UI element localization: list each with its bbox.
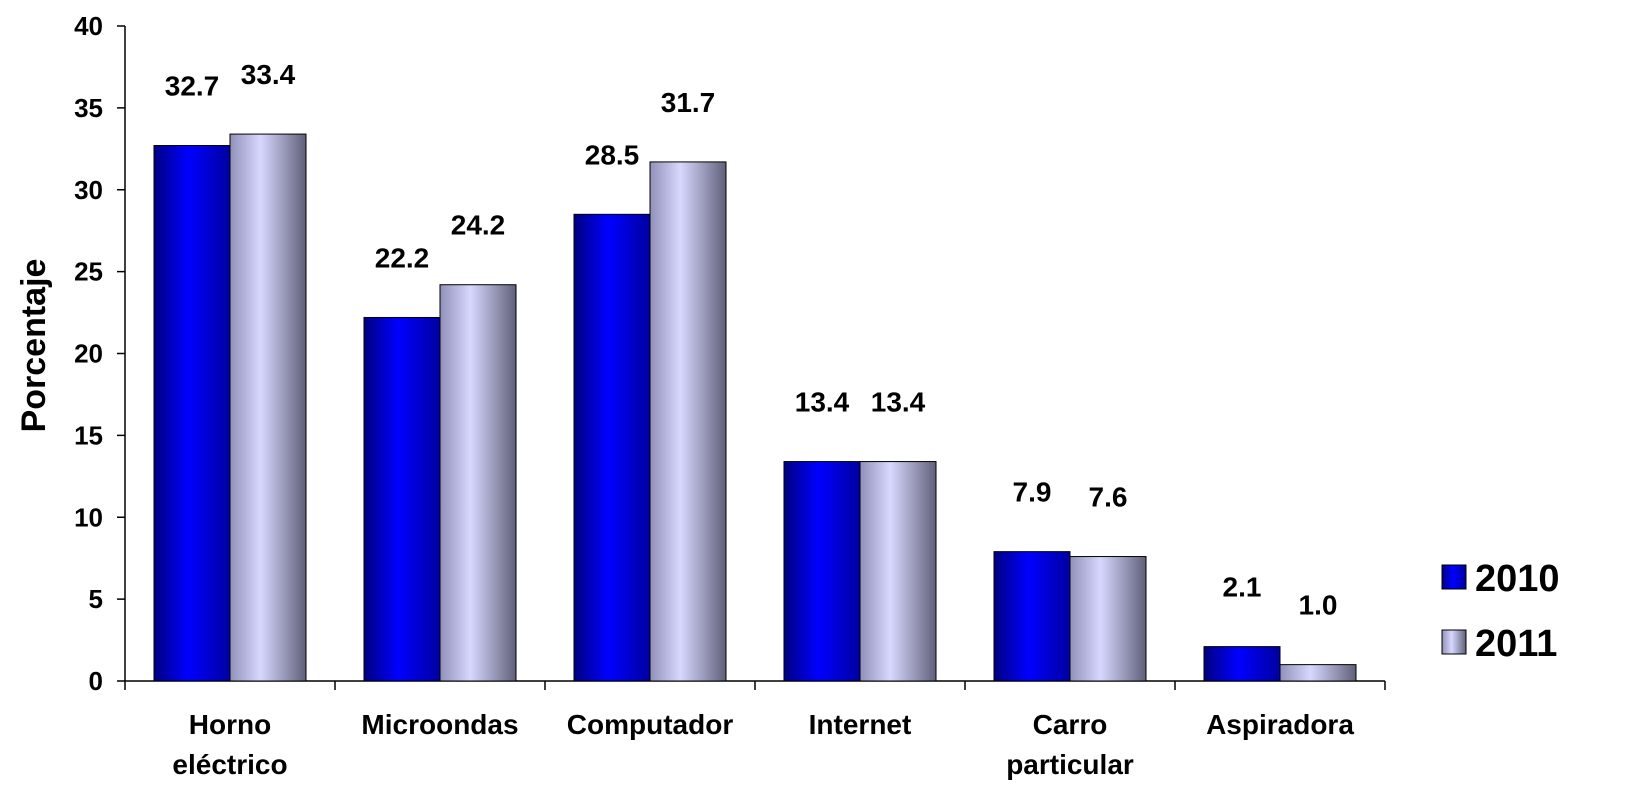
data-label-2011-0: 33.4	[241, 59, 296, 90]
x-tick-label: particular	[1006, 749, 1134, 780]
y-tick-label: 35	[74, 93, 103, 123]
data-label-2010-0: 32.7	[165, 71, 220, 102]
y-tick-label: 25	[74, 257, 103, 287]
legend: 2010 2011	[1441, 558, 1560, 665]
data-label-2011-4: 7.6	[1089, 482, 1128, 513]
data-label-2010-3: 13.4	[795, 387, 850, 418]
legend-swatch-2011	[1441, 629, 1467, 655]
data-label-2011-2: 31.7	[661, 87, 716, 118]
data-label-2011-3: 13.4	[871, 387, 926, 418]
bar-2010-5	[1203, 646, 1281, 682]
data-label-2010-5: 2.1	[1223, 572, 1262, 603]
bar-2011-4	[1069, 556, 1147, 682]
bar-2011-0	[229, 133, 307, 682]
data-label-2011-1: 24.2	[451, 210, 506, 241]
x-tick-label: Carro	[1033, 709, 1108, 740]
y-tick-label: 40	[74, 11, 103, 41]
data-labels: 32.7 33.4 22.2 24.2 28.5 31.7 13.4 13.4 7.9 7.6 2.…	[165, 59, 1338, 621]
y-tick-label: 10	[74, 502, 103, 532]
bars	[153, 133, 1357, 682]
bar-2010-4	[993, 551, 1071, 682]
data-label-2010-4: 7.9	[1013, 477, 1052, 508]
bar-2011-2	[649, 161, 727, 682]
x-tick-label: Horno	[189, 709, 271, 740]
legend-label-2011: 2011	[1475, 623, 1557, 665]
x-tick-label: Aspiradora	[1206, 709, 1354, 740]
data-label-2010-1: 22.2	[375, 242, 430, 273]
axes: 0 5 10 15 20 25 30 35 40 Porcentaje Horno eléctrico…	[15, 11, 1386, 780]
x-tick-label: eléctrico	[172, 749, 287, 780]
bar-2011-3	[859, 461, 937, 682]
x-tick-label: Microondas	[361, 709, 518, 740]
y-tick-label: 0	[89, 666, 103, 696]
bar-2011-5	[1279, 664, 1357, 682]
legend-label-2010: 2010	[1475, 558, 1560, 600]
bar-2010-0	[153, 145, 231, 682]
data-label-2011-5: 1.0	[1299, 590, 1338, 621]
bar-2010-1	[363, 316, 441, 682]
y-axis-title: Porcentaje	[15, 259, 53, 433]
bar-2010-2	[573, 213, 651, 682]
x-tick-label: Internet	[809, 709, 912, 740]
y-tick-label: 30	[74, 175, 103, 205]
y-tick-label: 5	[89, 584, 103, 614]
bar-2010-3	[783, 461, 861, 682]
x-tick-label: Computador	[567, 709, 734, 740]
legend-swatch-2010	[1441, 564, 1467, 590]
y-tick-label: 15	[74, 420, 103, 450]
bar-2011-1	[439, 284, 517, 682]
data-label-2010-2: 28.5	[585, 139, 640, 170]
y-tick-label: 20	[74, 339, 103, 369]
